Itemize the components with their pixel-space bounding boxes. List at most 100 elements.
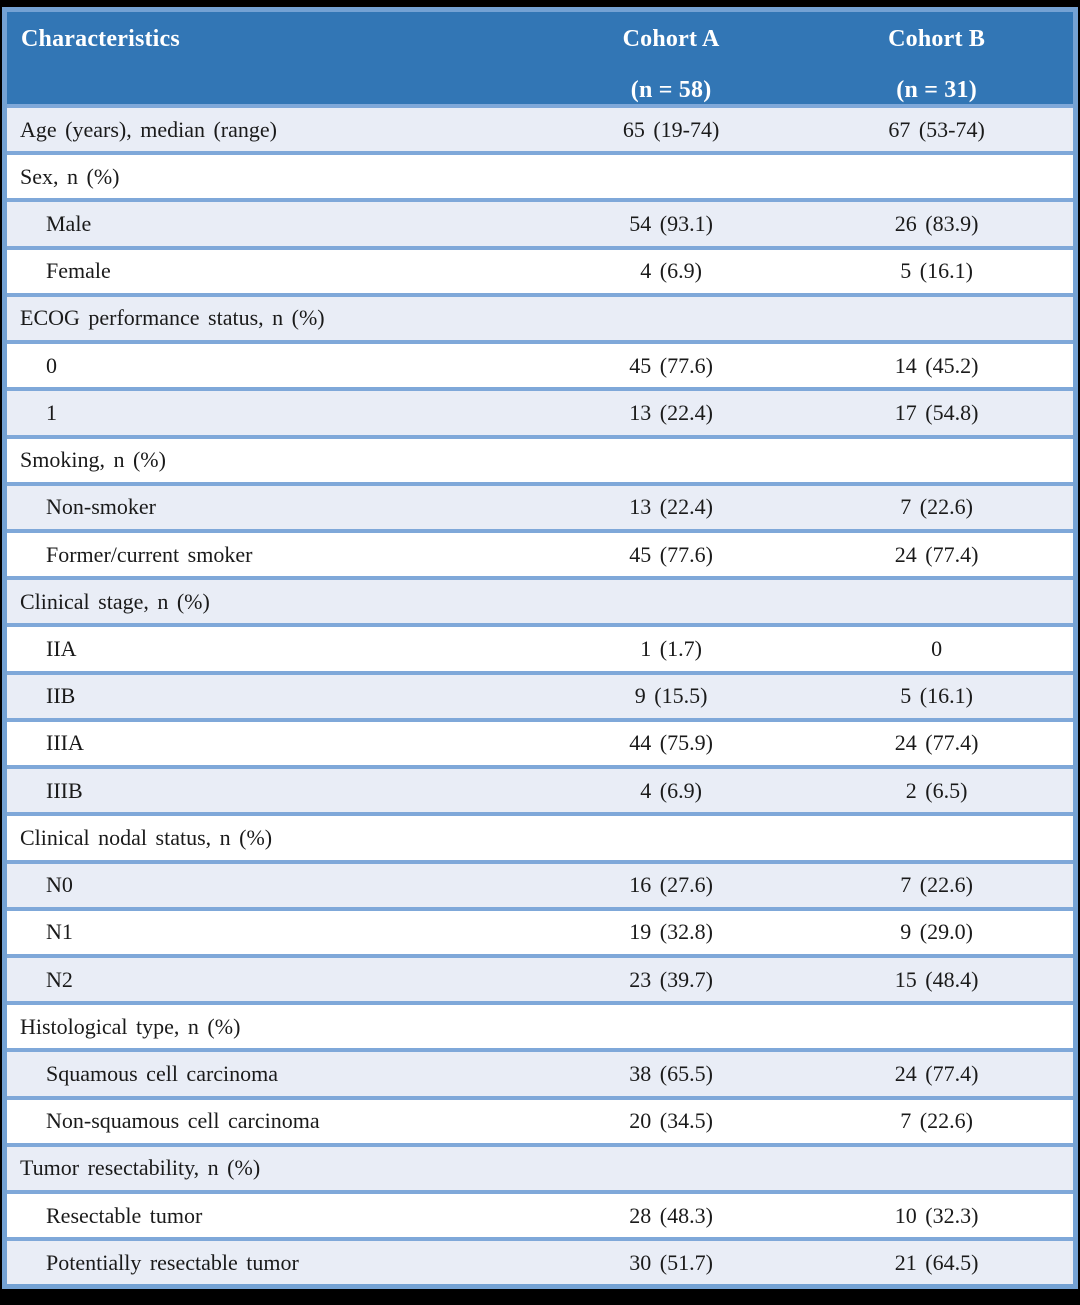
- row-label: N2: [4, 953, 542, 1004]
- cohort-a-value: 23 (39.7): [542, 953, 801, 1004]
- table-row: Sex, n (%): [4, 151, 1076, 201]
- cohort-b-value: 7 (22.6): [800, 1095, 1076, 1145]
- row-label: Squamous cell carcinoma: [4, 1048, 542, 1098]
- cohort-b-value: 24 (77.4): [800, 717, 1076, 768]
- cohort-b-value: 26 (83.9): [800, 198, 1076, 248]
- row-label: IIIB: [4, 765, 542, 815]
- cohort-b-value: 15 (48.4): [800, 953, 1076, 1004]
- cohort-b-value: 9 (29.0): [800, 906, 1076, 956]
- header-cohort-b: Cohort B (n = 31): [800, 9, 1076, 106]
- cohort-a-value: [542, 812, 801, 862]
- row-label: Resectable tumor: [4, 1190, 542, 1240]
- row-label: IIB: [4, 670, 542, 720]
- row-label: 1: [4, 387, 542, 437]
- row-label: Non-smoker: [4, 481, 542, 531]
- patient-characteristics-table-frame: Characteristics Cohort A (n = 58) Cohort…: [2, 7, 1078, 1289]
- table-row: IIB 9 (15.5) 5 (16.1): [4, 670, 1076, 720]
- table-row: ECOG performance status, n (%): [4, 292, 1076, 343]
- cohort-a-value: 65 (19-74): [542, 103, 801, 154]
- row-label: Histological type, n (%): [4, 1001, 542, 1051]
- table-row: Resectable tumor 28 (48.3) 10 (32.3): [4, 1190, 1076, 1240]
- cohort-a-value: 45 (77.6): [542, 340, 801, 390]
- table-row: IIIA 44 (75.9) 24 (77.4): [4, 717, 1076, 768]
- cohort-b-value: 5 (16.1): [800, 245, 1076, 295]
- table-row: Squamous cell carcinoma 38 (65.5) 24 (77.4…: [4, 1048, 1076, 1098]
- table-body: Age (years), median (range) 65 (19-74) 67 …: [4, 103, 1076, 1287]
- row-label: Sex, n (%): [4, 151, 542, 201]
- cohort-b-value: [800, 1142, 1076, 1193]
- row-label: Non-squamous cell carcinoma: [4, 1095, 542, 1145]
- cohort-b-value: [800, 812, 1076, 862]
- cohort-b-value: 10 (32.3): [800, 1190, 1076, 1240]
- table-row: Histological type, n (%): [4, 1001, 1076, 1051]
- table-row: Non-squamous cell carcinoma 20 (34.5) 7 (2…: [4, 1095, 1076, 1145]
- table-row: Former/current smoker 45 (77.6) 24 (77.4): [4, 528, 1076, 579]
- cohort-a-value: 20 (34.5): [542, 1095, 801, 1145]
- cohort-a-value: 38 (65.5): [542, 1048, 801, 1098]
- cohort-a-value: 9 (15.5): [542, 670, 801, 720]
- table-row: Female 4 (6.9) 5 (16.1): [4, 245, 1076, 295]
- table-row: Male 54 (93.1) 26 (83.9): [4, 198, 1076, 248]
- row-label: ECOG performance status, n (%): [4, 292, 542, 343]
- table-row: IIA 1 (1.7) 0: [4, 623, 1076, 673]
- row-label: N1: [4, 906, 542, 956]
- cohort-b-value: 24 (77.4): [800, 528, 1076, 579]
- row-label: Clinical stage, n (%): [4, 576, 542, 626]
- cohort-a-value: [542, 1001, 801, 1051]
- cohort-b-value: [800, 1001, 1076, 1051]
- cohort-b-value: 21 (64.5): [800, 1237, 1076, 1287]
- table-row: Clinical nodal status, n (%): [4, 812, 1076, 862]
- header-cohort-b-label: Cohort B: [888, 26, 986, 52]
- table-row: Potentially resectable tumor 30 (51.7) 21 …: [4, 1237, 1076, 1287]
- row-label: Former/current smoker: [4, 528, 542, 579]
- cohort-b-value: [800, 151, 1076, 201]
- cohort-a-value: 13 (22.4): [542, 387, 801, 437]
- table-row: N1 19 (32.8) 9 (29.0): [4, 906, 1076, 956]
- table-row: Tumor resectability, n (%): [4, 1142, 1076, 1193]
- row-label: Male: [4, 198, 542, 248]
- cohort-a-value: 19 (32.8): [542, 906, 801, 956]
- table-row: N0 16 (27.6) 7 (22.6): [4, 859, 1076, 909]
- cohort-a-value: 13 (22.4): [542, 481, 801, 531]
- cohort-b-value: 17 (54.8): [800, 387, 1076, 437]
- table-row: N2 23 (39.7) 15 (48.4): [4, 953, 1076, 1004]
- table-header: Characteristics Cohort A (n = 58) Cohort…: [4, 9, 1076, 106]
- cohort-a-value: [542, 292, 801, 343]
- cohort-a-value: 45 (77.6): [542, 528, 801, 579]
- header-cohort-a-label: Cohort A: [622, 26, 720, 52]
- row-label: IIIA: [4, 717, 542, 768]
- table-row: 1 13 (22.4) 17 (54.8): [4, 387, 1076, 437]
- cohort-a-value: [542, 151, 801, 201]
- cohort-b-value: 67 (53-74): [800, 103, 1076, 154]
- cohort-b-value: [800, 434, 1076, 484]
- cohort-a-value: 28 (48.3): [542, 1190, 801, 1240]
- cohort-b-value: [800, 576, 1076, 626]
- row-label: Female: [4, 245, 542, 295]
- table-row: 0 45 (77.6) 14 (45.2): [4, 340, 1076, 390]
- header-row: Characteristics Cohort A (n = 58) Cohort…: [4, 9, 1076, 106]
- row-label: Smoking, n (%): [4, 434, 542, 484]
- row-label: Potentially resectable tumor: [4, 1237, 542, 1287]
- cohort-a-value: [542, 434, 801, 484]
- cohort-a-value: 4 (6.9): [542, 245, 801, 295]
- cohort-b-value: 24 (77.4): [800, 1048, 1076, 1098]
- cohort-b-value: 7 (22.6): [800, 859, 1076, 909]
- cohort-a-value: 4 (6.9): [542, 765, 801, 815]
- row-label: N0: [4, 859, 542, 909]
- header-cohort-b-n: (n = 31): [896, 77, 977, 103]
- cohort-a-value: 44 (75.9): [542, 717, 801, 768]
- cohort-a-value: [542, 1142, 801, 1193]
- cohort-a-value: [542, 576, 801, 626]
- table-row: Non-smoker 13 (22.4) 7 (22.6): [4, 481, 1076, 531]
- cohort-a-value: 30 (51.7): [542, 1237, 801, 1287]
- header-cohort-a-n: (n = 58): [630, 77, 712, 103]
- header-characteristics: Characteristics: [4, 9, 542, 106]
- cohort-b-value: 7 (22.6): [800, 481, 1076, 531]
- header-cohort-a: Cohort A (n = 58): [542, 9, 801, 106]
- cohort-a-value: 1 (1.7): [542, 623, 801, 673]
- cohort-a-value: 16 (27.6): [542, 859, 801, 909]
- cohort-a-value: 54 (93.1): [542, 198, 801, 248]
- cohort-b-value: 14 (45.2): [800, 340, 1076, 390]
- row-label: Clinical nodal status, n (%): [4, 812, 542, 862]
- cohort-b-value: [800, 292, 1076, 343]
